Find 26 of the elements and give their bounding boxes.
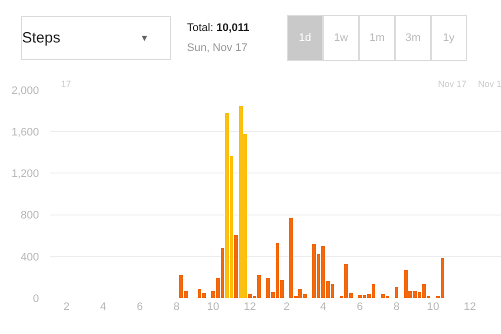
text: 1w	[334, 32, 348, 44]
x-tick-label: 10	[427, 301, 440, 313]
x-tick-label: 12	[244, 301, 256, 313]
y-tick-label: 800	[20, 210, 39, 222]
text: 3m	[405, 32, 421, 44]
text: Total: 10,011	[187, 22, 250, 34]
x-tick-label: 4	[320, 301, 326, 313]
text: Steps	[22, 30, 60, 46]
x-tick-label: 6	[136, 301, 143, 313]
y-tick-label: 1,600	[11, 126, 39, 138]
text: Sun, Nov 17	[187, 42, 248, 54]
x-tick-label: 6	[356, 301, 363, 313]
text: 1y	[442, 32, 456, 44]
text: ▼	[140, 33, 149, 43]
x-tick-label: 8	[393, 301, 400, 313]
text: 1m	[369, 32, 385, 44]
y-tick-label: 400	[20, 251, 39, 264]
x-tick-label: 2	[63, 301, 70, 313]
x-tick-label: 4	[100, 301, 106, 313]
x-tick-label: 2	[283, 301, 290, 313]
y-tick-label: 0	[32, 292, 39, 305]
x-tick-label: 12	[464, 301, 476, 313]
x-tick-label: 8	[173, 301, 180, 313]
x-tick-label: 10	[207, 301, 220, 313]
y-tick-label: 2,000	[11, 84, 39, 97]
y-tick-label: 1,200	[11, 168, 39, 180]
